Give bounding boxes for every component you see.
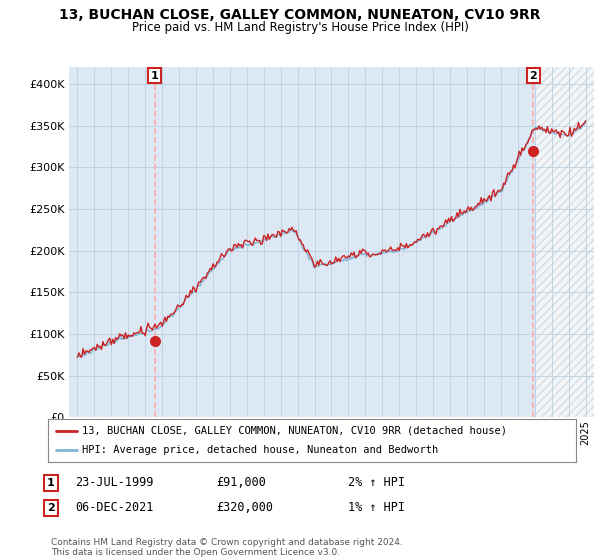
Text: Price paid vs. HM Land Registry's House Price Index (HPI): Price paid vs. HM Land Registry's House …: [131, 21, 469, 34]
Text: 13, BUCHAN CLOSE, GALLEY COMMON, NUNEATON, CV10 9RR (detached house): 13, BUCHAN CLOSE, GALLEY COMMON, NUNEATO…: [82, 426, 508, 436]
Text: 2% ↑ HPI: 2% ↑ HPI: [348, 476, 405, 489]
Text: £320,000: £320,000: [216, 501, 273, 515]
Text: 1: 1: [47, 478, 55, 488]
Text: 1% ↑ HPI: 1% ↑ HPI: [348, 501, 405, 515]
Text: 1: 1: [151, 71, 158, 81]
Text: 2: 2: [47, 503, 55, 513]
Text: £91,000: £91,000: [216, 476, 266, 489]
Text: 2: 2: [529, 71, 537, 81]
Text: 06-DEC-2021: 06-DEC-2021: [75, 501, 154, 515]
Text: HPI: Average price, detached house, Nuneaton and Bedworth: HPI: Average price, detached house, Nune…: [82, 445, 439, 455]
Text: Contains HM Land Registry data © Crown copyright and database right 2024.
This d: Contains HM Land Registry data © Crown c…: [51, 538, 403, 557]
Text: 23-JUL-1999: 23-JUL-1999: [75, 476, 154, 489]
Text: 13, BUCHAN CLOSE, GALLEY COMMON, NUNEATON, CV10 9RR: 13, BUCHAN CLOSE, GALLEY COMMON, NUNEATO…: [59, 8, 541, 22]
